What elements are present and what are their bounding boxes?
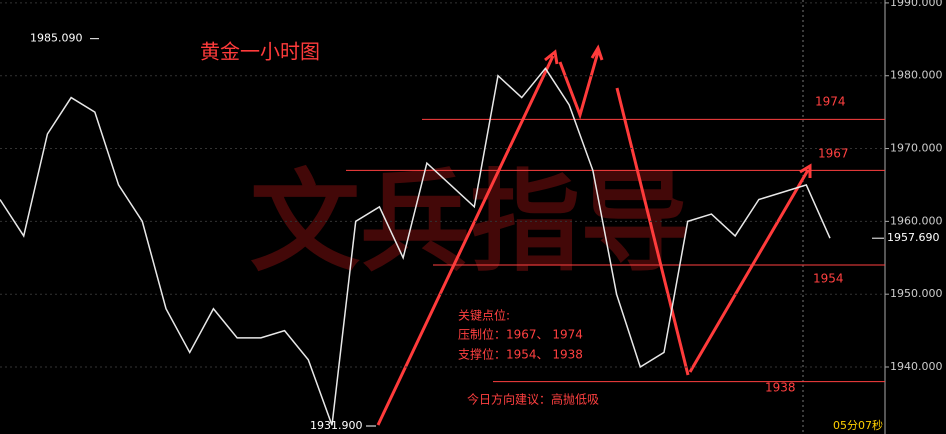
price-line [0, 67, 831, 426]
level-label: 1954 [813, 272, 844, 286]
level-label: 1967 [818, 147, 849, 161]
y-tick-label: 1990.000 [890, 0, 943, 9]
advice: 今日方向建议：高抛低吸 [467, 392, 599, 407]
y-tick-label: 1940.000 [890, 360, 943, 373]
watermark: 文兵指导 [250, 158, 690, 286]
note: 支撑位：1954、 1938 [458, 347, 583, 362]
y-tick-label: 1950.000 [890, 287, 943, 300]
chart-title: 黄金一小时图 [200, 40, 320, 64]
low-label: 1931.900 [310, 419, 363, 432]
level-label: 1938 [765, 381, 796, 395]
level-label: 1974 [815, 95, 846, 109]
y-tick-label: 1970.000 [890, 142, 943, 155]
arrows [376, 44, 812, 426]
note: 关键点位: [458, 308, 510, 323]
last-label: 1957.690 [887, 231, 940, 244]
note: 压制位：1967、 1974 [458, 327, 583, 342]
high-label: 1985.090 [30, 32, 83, 45]
timer: 05分07秒 [833, 418, 883, 432]
y-tick-label: 1980.000 [890, 69, 943, 82]
y-tick-label: 1960.000 [890, 214, 943, 227]
